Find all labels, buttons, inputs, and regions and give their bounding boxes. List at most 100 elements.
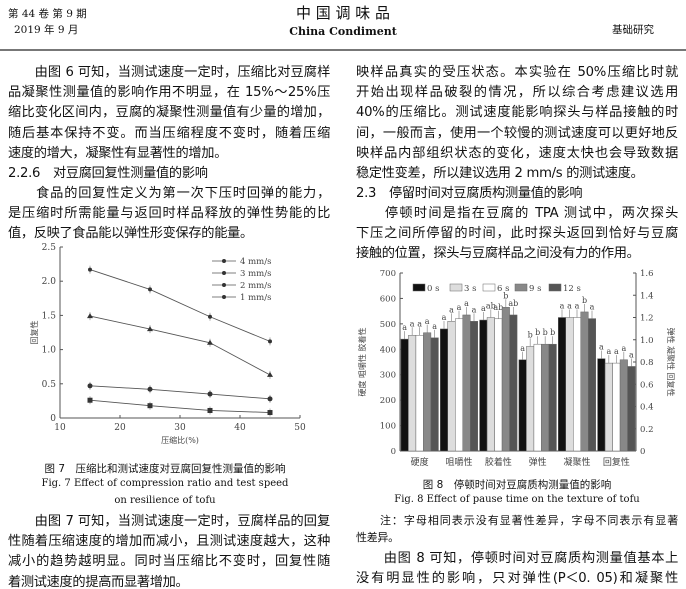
bar (558, 317, 566, 452)
y-tick-label-right: 0.2 (640, 425, 654, 435)
bar (501, 307, 510, 452)
paragraph-line: 注：字母相同表示没有显著性差异，字母不同表示有显著 (356, 514, 678, 527)
series-line-2mms (89, 385, 271, 400)
significance-letter: a (560, 302, 565, 311)
data-point (267, 396, 273, 402)
bar (548, 343, 557, 452)
y-tick-label: 0.5 (42, 380, 57, 390)
paragraph-line: 品凝聚性测量值的影响作用不明显，在 15%～25%压 (8, 85, 330, 101)
significance-letter: b (543, 328, 548, 337)
x-category-label: 咀嚼性 (445, 456, 472, 468)
paragraph-line: 缩比变化区间内，豆腐的凝聚性测量值有少量的增加， (8, 105, 330, 121)
significance-letter: a (464, 299, 469, 308)
journal-title-cn: 中 国 调 味 品 (295, 4, 391, 22)
bar (486, 317, 495, 452)
data-point (87, 313, 93, 319)
y-tick-label: 1.5 (42, 311, 57, 321)
significance-letter: ab (486, 302, 496, 311)
legend-swatch (412, 283, 426, 292)
y-tick-label: 0 (391, 447, 396, 457)
significance-letter: a (614, 347, 619, 356)
y-axis-label: 回复性 (29, 321, 39, 345)
data-point (87, 383, 93, 389)
x-category-label: 回复性 (603, 456, 630, 468)
series-line-4mms (89, 269, 271, 342)
paragraph-line: 停顿时间是指在豆腐的 TPA 测试中，两次探头 (356, 206, 678, 221)
x-tick-label: 30 (174, 423, 186, 433)
y-tick-label-right: 0 (640, 447, 645, 457)
significance-letter: a (567, 302, 572, 311)
data-point (207, 339, 213, 345)
y-tick-label-right: 1.2 (640, 314, 654, 324)
y-tick-label: 200 (380, 396, 396, 406)
x-category-label: 胶着性 (485, 456, 512, 468)
significance-letter: b (582, 296, 587, 305)
significance-letter: b (535, 328, 540, 337)
data-point (268, 339, 272, 344)
legend-marker (222, 259, 226, 263)
figure-7-caption-en-2: on resilience of tofu (114, 495, 216, 506)
data-point (267, 410, 273, 416)
figure-8-caption-cn: 图 8 停顿时间对豆腐质构测量值的影响 (422, 479, 612, 491)
series-line-1mms (89, 399, 271, 413)
significance-letter: a (472, 305, 477, 314)
bar (533, 343, 542, 452)
y-tick-label-right: 1.0 (640, 336, 654, 346)
significance-letter: a (575, 302, 580, 311)
bar-chart-pause-time: 0 100 200 300 400 500 600 700 0 0.2 0.4 0.6 0.8 1.0 1.… (357, 269, 676, 468)
y-tick-label: 600 (380, 294, 396, 304)
bar (580, 311, 589, 452)
bar (408, 335, 417, 452)
series-line-3mms (89, 315, 271, 376)
legend-swatch (514, 283, 528, 292)
paragraph-line: 随后基本保持不变。而当压缩程度不变时，随着压缩 (8, 125, 330, 141)
data-point (148, 287, 152, 292)
paragraph-line: 食品的回复性定义为第一次下压时回弹的能力， (8, 186, 330, 201)
paragraph-line: 性随着压缩速度的增加而减小，且测试速度越大，这种 (8, 534, 330, 550)
bar (462, 314, 471, 452)
paragraph-line: 由图 8 可知，停顿时间对豆腐质构测量值基本上 (356, 551, 679, 566)
journal-title-en: China Condiment (289, 25, 397, 38)
bar (565, 317, 574, 452)
significance-letter: a (599, 343, 604, 352)
y-tick-label: 500 (380, 320, 396, 330)
data-point (207, 391, 213, 397)
paragraph-line: 映样品内部组织状态的变化，速度太快也会导致数据 (356, 145, 678, 161)
data-point (87, 397, 93, 403)
significance-letter: a (410, 319, 415, 328)
legend-label: 9 s (529, 284, 541, 294)
legend-swatch (482, 283, 496, 292)
legend-label: 3 mm/s (240, 269, 271, 279)
paragraph-line: 是压缩时所需能量与返回时样品释放的弹性势能的比 (8, 206, 330, 222)
x-category-label: 弹性 (529, 456, 547, 468)
figure-8-caption-en: Fig. 8 Effect of pause time on the textu… (394, 494, 640, 505)
significance-letter: ab (508, 299, 518, 308)
data-point (147, 403, 153, 409)
paragraph-line: 着测试速度的提高而显著增加。 (8, 574, 189, 589)
bar (423, 332, 432, 452)
bar (509, 314, 518, 452)
y-axis-label-right: 弹性 凝聚性 回复性 (666, 327, 676, 396)
bar (430, 337, 439, 452)
bar (541, 343, 550, 452)
bar (447, 321, 456, 452)
paragraph-line: 由图 7 可知，当测试速度一定时，豆腐样品的回复 (8, 514, 331, 529)
legend-label: 0 s (427, 284, 439, 294)
bar (415, 335, 424, 452)
bar (573, 317, 581, 452)
legend-label: 6 s (497, 284, 509, 294)
bar (440, 328, 448, 452)
data-point (88, 267, 92, 272)
bar (518, 359, 527, 452)
significance-letter: a (520, 344, 525, 353)
paragraph-line: 接触的位置，探头与豆腐样品之间没有力的作用。 (356, 246, 640, 262)
data-point (267, 371, 273, 377)
legend-label: 4 mm/s (240, 257, 271, 267)
paragraph-line: 值，反映了食品能以弹性形变保存的能量。 (8, 226, 253, 242)
significance-letter: b (503, 291, 508, 300)
y-tick-label: 400 (380, 345, 396, 355)
figure-7-caption-cn: 图 7 压缩比和测试速度对豆腐回复性测量值的影响 (44, 463, 286, 475)
y-tick-label-right: 0.8 (640, 358, 654, 368)
bar (400, 338, 409, 452)
